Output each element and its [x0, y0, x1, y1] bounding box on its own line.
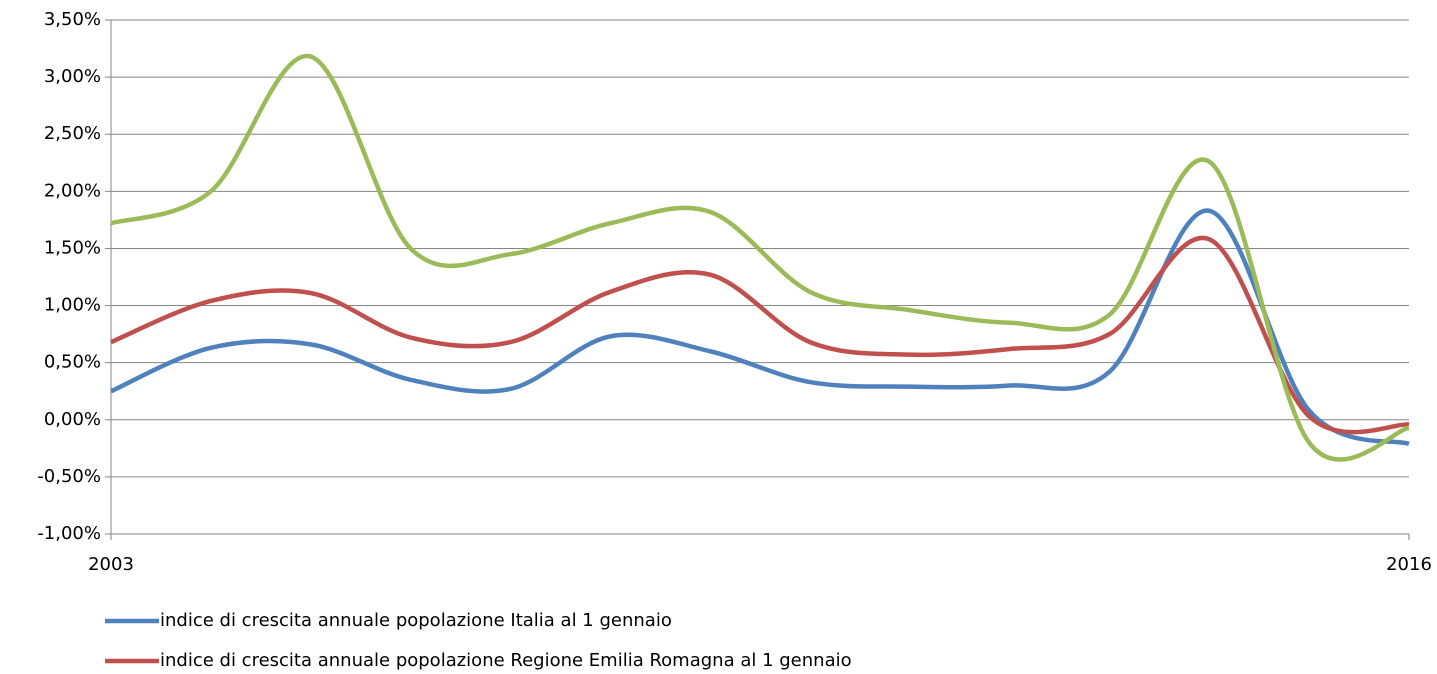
y-tick-label: -1,00%	[37, 523, 101, 544]
x-tick-label: 2003	[88, 554, 134, 575]
y-tick-label: 0,00%	[44, 409, 101, 430]
series-line	[110, 235, 1410, 435]
y-tick-label: 0,50%	[44, 352, 101, 373]
y-tick-label: 3,00%	[44, 66, 101, 87]
y-tick-label: -0,50%	[37, 466, 101, 487]
legend-label: indice di crescita annuale popolazione R…	[160, 650, 852, 671]
y-tick-label: 2,00%	[44, 180, 101, 201]
series-line	[110, 54, 1410, 462]
y-tick-label: 2,50%	[44, 123, 101, 144]
series-line	[110, 208, 1410, 446]
x-tick-label: 2016	[1386, 554, 1432, 575]
y-tick-label: 3,50%	[44, 9, 101, 30]
legend-label: indice di crescita annuale popolazione I…	[160, 610, 672, 631]
y-tick-label: 1,50%	[44, 237, 101, 258]
y-tick-label: 1,00%	[44, 295, 101, 316]
